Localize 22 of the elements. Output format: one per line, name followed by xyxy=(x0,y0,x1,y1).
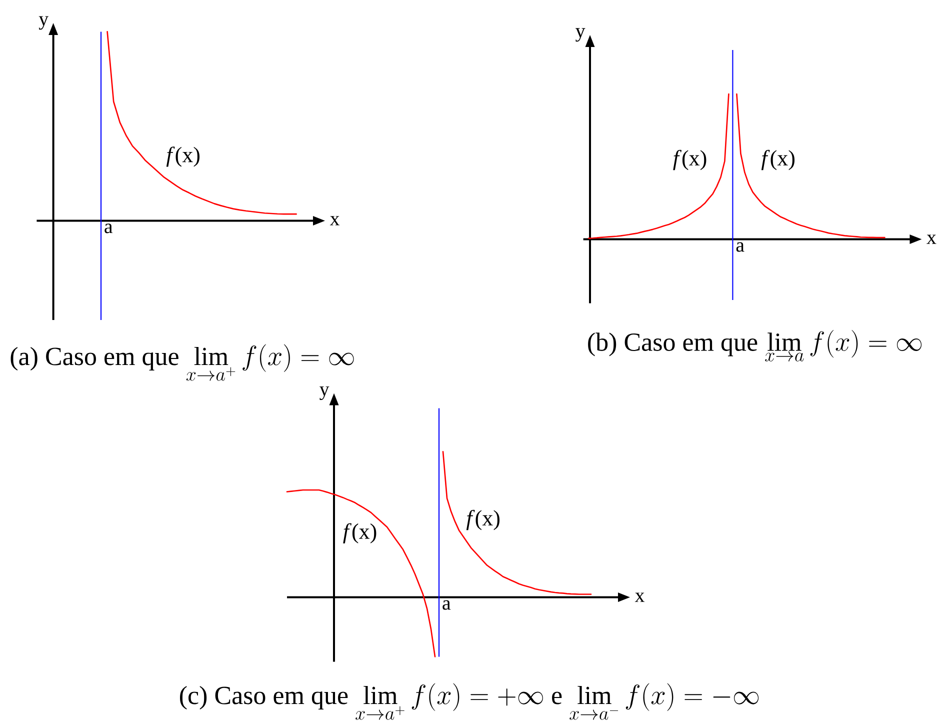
x-axis-title: x xyxy=(926,234,936,244)
annotation: a xyxy=(442,600,451,610)
text: (b) Caso em que xyxy=(588,332,758,356)
x-axis-title: x xyxy=(330,216,340,226)
text: e xyxy=(552,692,562,704)
y-axis-title: y xyxy=(576,28,586,42)
text: (c) Caso em que xyxy=(180,686,348,710)
text: (a) Caso em que xyxy=(10,346,178,371)
text: a xyxy=(104,224,113,234)
x-axis-title: x xyxy=(634,592,645,602)
text: $\lim_{x \to a^{-}} f(x) = -\infty$ xyxy=(570,683,759,720)
y-axis-title: y xyxy=(320,386,330,400)
y-axis-title: y xyxy=(38,16,49,30)
text: $\lim_{x \to a^{+}} f(x) = +\infty$ xyxy=(356,683,543,720)
series-label: f(x) xyxy=(761,150,794,170)
text: $\lim_{x \to a} f(x) = \infty$ xyxy=(765,330,922,362)
text: a xyxy=(736,242,744,252)
text: $\lim_{x \to a^{+}} f(x) = \infty$ xyxy=(186,344,354,381)
series-label: f(x) xyxy=(166,146,200,167)
series-label: f(x) xyxy=(343,523,376,544)
series-label: f(x) xyxy=(673,150,706,170)
series-label: f(x) xyxy=(466,510,500,530)
